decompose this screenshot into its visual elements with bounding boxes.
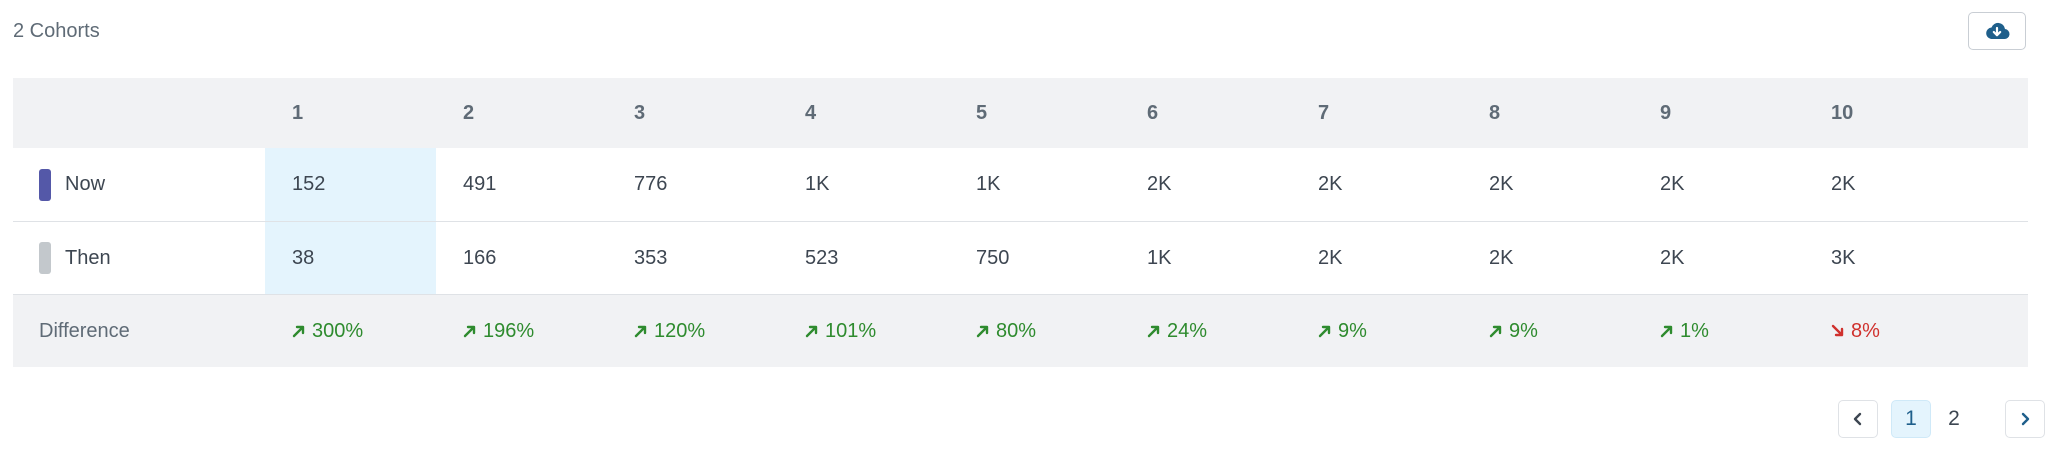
table-cell: 2K bbox=[1489, 173, 1514, 195]
row-label: Then bbox=[65, 246, 111, 269]
row-label-now: Now bbox=[13, 148, 265, 221]
table-cell: 1K bbox=[1147, 246, 1172, 269]
column-header-3: 3 bbox=[634, 101, 646, 124]
arrow-up-right-icon bbox=[1318, 325, 1331, 338]
table-row-then: Then 38 166 353 523 750 1K 2K 2K 2K 3K bbox=[13, 222, 2028, 295]
pagination-next-button[interactable] bbox=[2005, 400, 2045, 438]
column-header-9: 9 bbox=[1660, 101, 1672, 124]
pagination-page-2[interactable]: 2 bbox=[1948, 407, 1960, 430]
difference-value: 9% bbox=[1509, 319, 1538, 342]
difference-cell: 9% bbox=[1462, 295, 1633, 367]
arrow-up-right-icon bbox=[463, 325, 476, 338]
table-cell: 1K bbox=[805, 173, 830, 195]
table-cell: 166 bbox=[463, 246, 497, 269]
difference-cell: 196% bbox=[436, 295, 607, 367]
difference-cell: 24% bbox=[1120, 295, 1291, 367]
row-label-then: Then bbox=[13, 222, 265, 294]
difference-cell: 300% bbox=[265, 295, 436, 367]
difference-value: 1% bbox=[1680, 319, 1709, 342]
difference-value: 101% bbox=[825, 319, 877, 342]
difference-value: 24% bbox=[1167, 319, 1208, 342]
column-header-8: 8 bbox=[1489, 101, 1501, 124]
arrow-up-right-icon bbox=[634, 325, 647, 338]
table-row-now: Now 152 491 776 1K 1K 2K 2K 2K 2K 2K bbox=[13, 148, 2028, 222]
table-cell: 1K bbox=[976, 173, 1001, 195]
table-cell: 2K bbox=[1831, 173, 1856, 195]
table-cell: 38 bbox=[265, 222, 436, 294]
cloud-download-icon bbox=[1986, 22, 2010, 40]
difference-value: 80% bbox=[996, 319, 1037, 342]
table-cell: 523 bbox=[805, 246, 839, 269]
table-cell: 776 bbox=[634, 173, 668, 195]
column-header-6: 6 bbox=[1147, 101, 1159, 124]
difference-value: 196% bbox=[483, 319, 535, 342]
table-cell: 152 bbox=[265, 148, 436, 221]
column-header-7: 7 bbox=[1318, 101, 1330, 124]
row-label: Now bbox=[65, 173, 106, 195]
table-cell: 491 bbox=[463, 173, 497, 195]
table-cell: 2K bbox=[1489, 246, 1514, 269]
column-header-2: 2 bbox=[463, 101, 475, 124]
table-cell: 353 bbox=[634, 246, 668, 269]
cohort-count: 2 Cohorts bbox=[13, 20, 100, 42]
arrow-up-right-icon bbox=[805, 325, 818, 338]
pagination-page-1[interactable]: 1 bbox=[1891, 400, 1931, 438]
difference-label: Difference bbox=[39, 319, 130, 342]
difference-cell: 1% bbox=[1633, 295, 1804, 367]
chevron-left-icon bbox=[1853, 412, 1862, 426]
chevron-right-icon bbox=[2021, 412, 2030, 426]
arrow-up-right-icon bbox=[976, 325, 989, 338]
difference-value: 8% bbox=[1851, 319, 1880, 342]
difference-cell: 120% bbox=[607, 295, 778, 367]
difference-value: 120% bbox=[654, 319, 706, 342]
arrow-down-right-icon bbox=[1831, 324, 1844, 337]
column-header-4: 4 bbox=[805, 101, 817, 124]
table-cell: 2K bbox=[1660, 173, 1685, 195]
table-cell: 2K bbox=[1147, 173, 1172, 195]
table-row-difference: Difference 300% 196% 120% 101% 80% 24% 9% 9% 1% 8… bbox=[13, 295, 2028, 367]
arrow-up-right-icon bbox=[1489, 325, 1502, 338]
download-button[interactable] bbox=[1968, 12, 2026, 50]
arrow-up-right-icon bbox=[1147, 325, 1160, 338]
cohort-table: 1 2 3 4 5 6 7 8 9 10 Now 152 491 776 1K 1K 2K 2K 2K 2K 2K … bbox=[13, 78, 2028, 367]
difference-cell: 9% bbox=[1291, 295, 1462, 367]
difference-cell: 80% bbox=[949, 295, 1120, 367]
table-cell: 2K bbox=[1318, 173, 1343, 195]
table-cell: 2K bbox=[1660, 246, 1685, 269]
arrow-up-right-icon bbox=[292, 325, 305, 338]
table-cell: 3K bbox=[1831, 246, 1856, 269]
column-header-5: 5 bbox=[976, 101, 988, 124]
difference-cell: 101% bbox=[778, 295, 949, 367]
table-cell: 750 bbox=[976, 246, 1010, 269]
header-label-cell bbox=[13, 78, 265, 148]
column-header-10: 10 bbox=[1831, 101, 1854, 124]
pagination-prev-button[interactable] bbox=[1838, 400, 1878, 438]
column-header-1: 1 bbox=[292, 101, 304, 124]
arrow-up-right-icon bbox=[1660, 325, 1673, 338]
difference-value: 9% bbox=[1338, 319, 1367, 342]
series-color-swatch bbox=[39, 168, 51, 201]
difference-value: 300% bbox=[312, 319, 364, 342]
series-color-swatch bbox=[39, 242, 51, 274]
table-header-row: 1 2 3 4 5 6 7 8 9 10 bbox=[13, 78, 2028, 148]
table-cell: 2K bbox=[1318, 246, 1343, 269]
difference-cell: 8% bbox=[1804, 295, 1975, 367]
